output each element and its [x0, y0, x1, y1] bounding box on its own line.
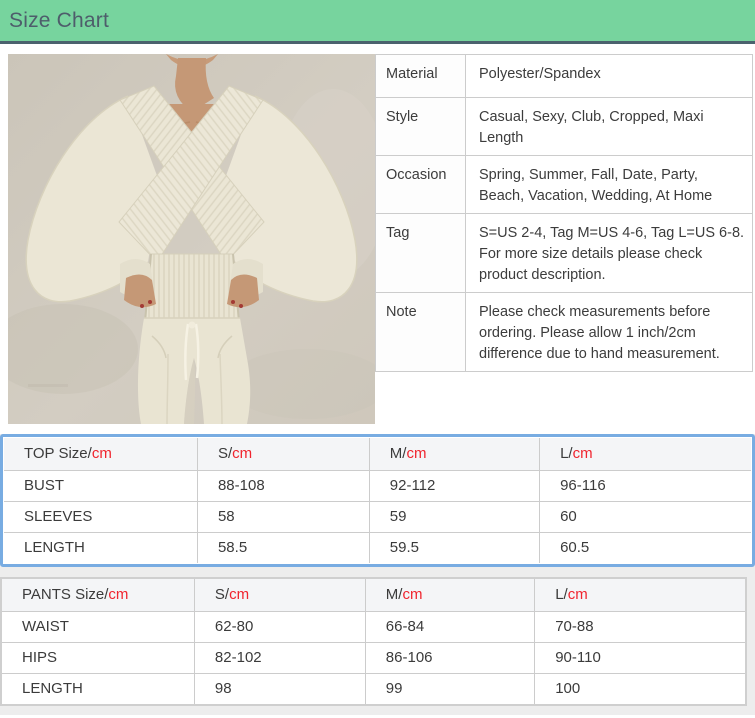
cell-value: 96-116	[539, 469, 751, 502]
info-label: Material	[375, 54, 466, 98]
cell-value: 59	[368, 500, 541, 533]
info-value: Spring, Summer, Fall, Date, Party, Beach…	[465, 155, 753, 214]
info-row-style: Style Casual, Sexy, Club, Cropped, Maxi …	[375, 97, 753, 156]
pants-size-title-cell: PANTS Size/cm	[2, 579, 195, 612]
table-row-sleeves: SLEEVES 58 59 60	[4, 500, 751, 533]
page-title: Size Chart	[9, 8, 110, 32]
cell-value: 62-80	[193, 610, 366, 643]
row-label: WAIST	[2, 610, 195, 643]
info-value: Casual, Sexy, Club, Cropped, Maxi Length	[465, 97, 753, 156]
info-value: Please check measurements before orderin…	[465, 292, 753, 372]
top-size-table-container: TOP Size/cm S/cm M/cm L/cm BUST 88-108 9…	[0, 434, 755, 567]
row-label: LENGTH	[4, 531, 198, 563]
page-header: Size Chart	[0, 0, 755, 44]
info-value: S=US 2-4, Tag M=US 4-6, Tag L=US 6-8. Fo…	[465, 213, 753, 293]
info-label: Tag	[375, 213, 466, 293]
cell-value: 58.5	[196, 531, 370, 563]
info-row-tag: Tag S=US 2-4, Tag M=US 4-6, Tag L=US 6-8…	[375, 213, 753, 293]
col-header-m: M/cm	[364, 579, 536, 612]
cell-value: 58	[196, 500, 370, 533]
info-label: Note	[375, 292, 466, 372]
cell-value: 86-106	[364, 641, 536, 674]
col-header-m: M/cm	[368, 438, 541, 471]
info-row-note: Note Please check measurements before or…	[375, 292, 753, 372]
pants-size-table: PANTS Size/cm S/cm M/cm L/cm WAIST 62-80…	[2, 579, 745, 704]
top-size-header-row: TOP Size/cm S/cm M/cm L/cm	[4, 438, 751, 471]
table-row-length: LENGTH 98 99 100	[2, 672, 745, 704]
table-row-waist: WAIST 62-80 66-84 70-88	[2, 610, 745, 643]
col-header-l: L/cm	[539, 438, 751, 471]
info-row-material: Material Polyester/Spandex	[375, 54, 753, 98]
cell-value: 99	[364, 672, 536, 704]
col-header-l: L/cm	[534, 579, 745, 612]
product-photo-illustration	[8, 54, 375, 424]
cell-value: 92-112	[368, 469, 541, 502]
table-row-length: LENGTH 58.5 59.5 60.5	[4, 531, 751, 563]
row-label: SLEEVES	[4, 500, 198, 533]
top-size-unit: cm	[91, 445, 112, 463]
section-gap	[0, 567, 755, 577]
pants-size-title: PANTS Size/	[22, 586, 109, 604]
pants-size-header-row: PANTS Size/cm S/cm M/cm L/cm	[2, 579, 745, 612]
col-header-s: S/cm	[196, 438, 370, 471]
info-row-occasion: Occasion Spring, Summer, Fall, Date, Par…	[375, 155, 753, 214]
product-info-table: Material Polyester/Spandex Style Casual,…	[375, 54, 753, 372]
size-tables-section: TOP Size/cm S/cm M/cm L/cm BUST 88-108 9…	[0, 434, 755, 715]
top-size-title-cell: TOP Size/cm	[4, 438, 198, 471]
cell-value: 59.5	[368, 531, 541, 563]
cell-value: 66-84	[364, 610, 536, 643]
table-row-hips: HIPS 82-102 86-106 90-110	[2, 641, 745, 674]
top-size-title: TOP Size/	[24, 445, 92, 463]
cell-value: 82-102	[193, 641, 366, 674]
info-label: Occasion	[375, 155, 466, 214]
top-size-table: TOP Size/cm S/cm M/cm L/cm BUST 88-108 9…	[4, 438, 751, 563]
row-label: BUST	[4, 469, 198, 502]
cell-value: 60.5	[539, 531, 751, 563]
cell-value: 90-110	[534, 641, 745, 674]
cell-value: 98	[193, 672, 366, 704]
cell-value: 60	[539, 500, 751, 533]
product-overview-section: Material Polyester/Spandex Style Casual,…	[0, 44, 755, 434]
info-label: Style	[375, 97, 466, 156]
info-value: Polyester/Spandex	[465, 54, 753, 98]
bottom-margin	[0, 706, 755, 715]
product-photo	[8, 54, 375, 424]
pants-size-table-container: PANTS Size/cm S/cm M/cm L/cm WAIST 62-80…	[0, 577, 747, 706]
pants-size-unit: cm	[108, 586, 129, 604]
cell-value: 100	[534, 672, 745, 704]
row-label: HIPS	[2, 641, 195, 674]
cell-value: 70-88	[534, 610, 745, 643]
col-header-s: S/cm	[193, 579, 366, 612]
cell-value: 88-108	[196, 469, 370, 502]
table-row-bust: BUST 88-108 92-112 96-116	[4, 469, 751, 502]
row-label: LENGTH	[2, 672, 195, 704]
